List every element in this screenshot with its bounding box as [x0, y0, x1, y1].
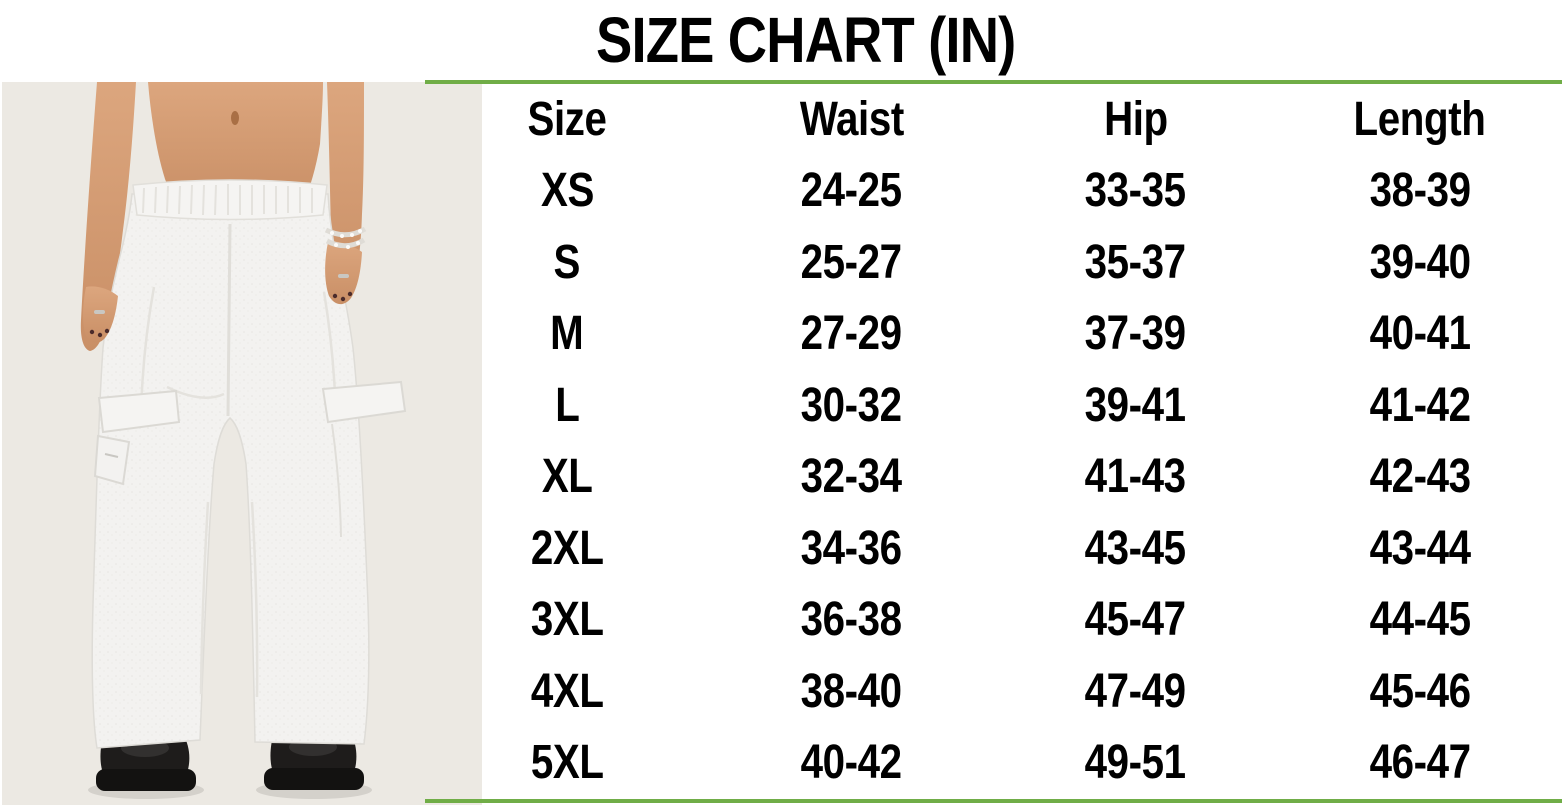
table-cell-length: 42-43 [1369, 450, 1471, 504]
table-cell-hip: 39-41 [1085, 378, 1187, 432]
col-header-waist: Waist [799, 92, 904, 146]
table-cell-size: 4XL [530, 664, 604, 718]
table-cell-size: S [553, 235, 581, 289]
col-header-hip: Hip [1103, 92, 1168, 146]
table-cell-length: 44-45 [1369, 593, 1471, 647]
table-cell-length: 41-42 [1369, 378, 1471, 432]
table-cell-hip: 49-51 [1085, 736, 1187, 790]
table-cell-length: 40-41 [1369, 307, 1471, 361]
table-cell-waist: 38-40 [800, 664, 902, 718]
table-cell-waist: 25-27 [800, 235, 902, 289]
table-cell-length: 39-40 [1369, 235, 1471, 289]
table-cell-hip: 47-49 [1085, 664, 1187, 718]
table-cell-hip: 41-43 [1085, 450, 1187, 504]
table-cell-size: 3XL [530, 593, 604, 647]
table-cell-hip: 43-45 [1085, 521, 1187, 575]
table-cell-hip: 35-37 [1085, 235, 1187, 289]
table-cell-size: M [550, 307, 585, 361]
table-cell-length: 43-44 [1369, 521, 1471, 575]
table-cell-hip: 33-35 [1085, 164, 1187, 218]
table-cell-waist: 32-34 [800, 450, 902, 504]
size-chart-table: Size Waist Hip Length XS 24-25 33-35 38-… [425, 80, 1562, 803]
model-photo-illustration [2, 82, 482, 805]
table-cell-hip: 37-39 [1085, 307, 1187, 361]
table-cell-waist: 34-36 [800, 521, 902, 575]
page-title-text: SIZE CHART (IN) [596, 4, 1016, 76]
table-cell-size: XS [540, 164, 594, 218]
table-cell-size: L [555, 378, 580, 432]
table-cell-waist: 36-38 [800, 593, 902, 647]
table-cell-length: 46-47 [1369, 736, 1471, 790]
table-cell-waist: 40-42 [800, 736, 902, 790]
table-cell-length: 45-46 [1369, 664, 1471, 718]
table-cell-size: XL [541, 450, 593, 504]
table-cell-size: 2XL [530, 521, 604, 575]
table-cell-size: 5XL [530, 736, 604, 790]
page-title: SIZE CHART (IN) [50, 0, 1562, 80]
table-cell-waist: 24-25 [800, 164, 902, 218]
product-photo [2, 82, 482, 805]
col-header-length: Length [1353, 92, 1486, 146]
table-cell-hip: 45-47 [1085, 593, 1187, 647]
table-cell-length: 38-39 [1369, 164, 1471, 218]
table-cell-waist: 30-32 [800, 378, 902, 432]
col-header-size: Size [527, 92, 607, 146]
table-cell-waist: 27-29 [800, 307, 902, 361]
